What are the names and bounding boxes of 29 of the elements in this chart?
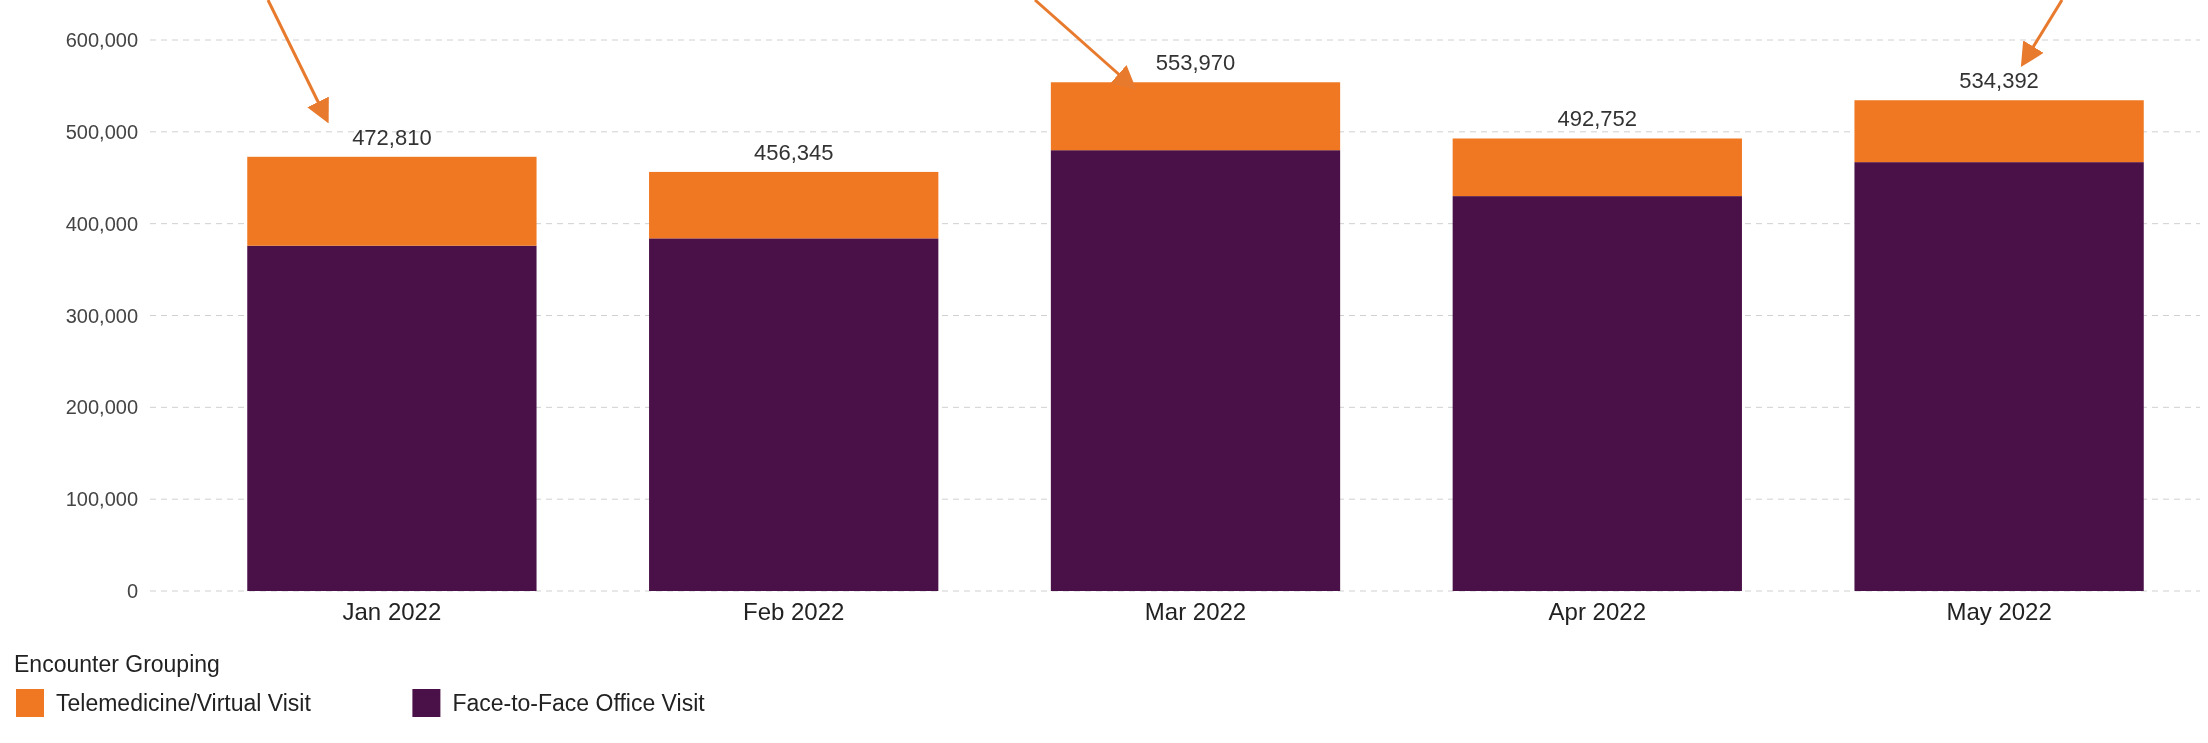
total-label: 472,810 xyxy=(352,124,432,150)
bar xyxy=(1452,138,1742,197)
total-label: 492,752 xyxy=(1557,106,1638,132)
total-label: 534,392 xyxy=(1959,68,2039,94)
y-tick-label: 600,000 xyxy=(65,29,138,51)
bar xyxy=(1854,100,2144,163)
total-label: 456,345 xyxy=(753,139,834,165)
x-tick-label: Feb 2022 xyxy=(742,598,845,625)
y-tick-label: 400,000 xyxy=(65,212,138,235)
bar xyxy=(1854,162,2144,591)
bar xyxy=(649,171,939,239)
bar xyxy=(1050,150,1341,591)
bar xyxy=(1452,196,1742,591)
bar xyxy=(247,156,537,246)
legend-label: Telemedicine/Virtual Visit xyxy=(56,690,312,716)
legend-title: Encounter Grouping xyxy=(14,651,220,677)
bar xyxy=(247,245,537,591)
legend-label: Face-to-Face Office Visit xyxy=(452,690,706,716)
total-label: 553,970 xyxy=(1155,50,1236,76)
y-tick-label: 0 xyxy=(126,580,138,602)
x-tick-label: Jan 2022 xyxy=(342,598,442,625)
x-tick-label: Apr 2022 xyxy=(1548,598,1646,625)
y-tick-label: 200,000 xyxy=(65,396,138,419)
bar xyxy=(649,238,939,591)
y-tick-label: 300,000 xyxy=(65,304,138,327)
y-tick-label: 100,000 xyxy=(65,488,138,511)
y-tick-label: 500,000 xyxy=(65,120,138,143)
x-tick-label: Mar 2022 xyxy=(1144,598,1247,625)
x-tick-label: May 2022 xyxy=(1946,598,2052,625)
